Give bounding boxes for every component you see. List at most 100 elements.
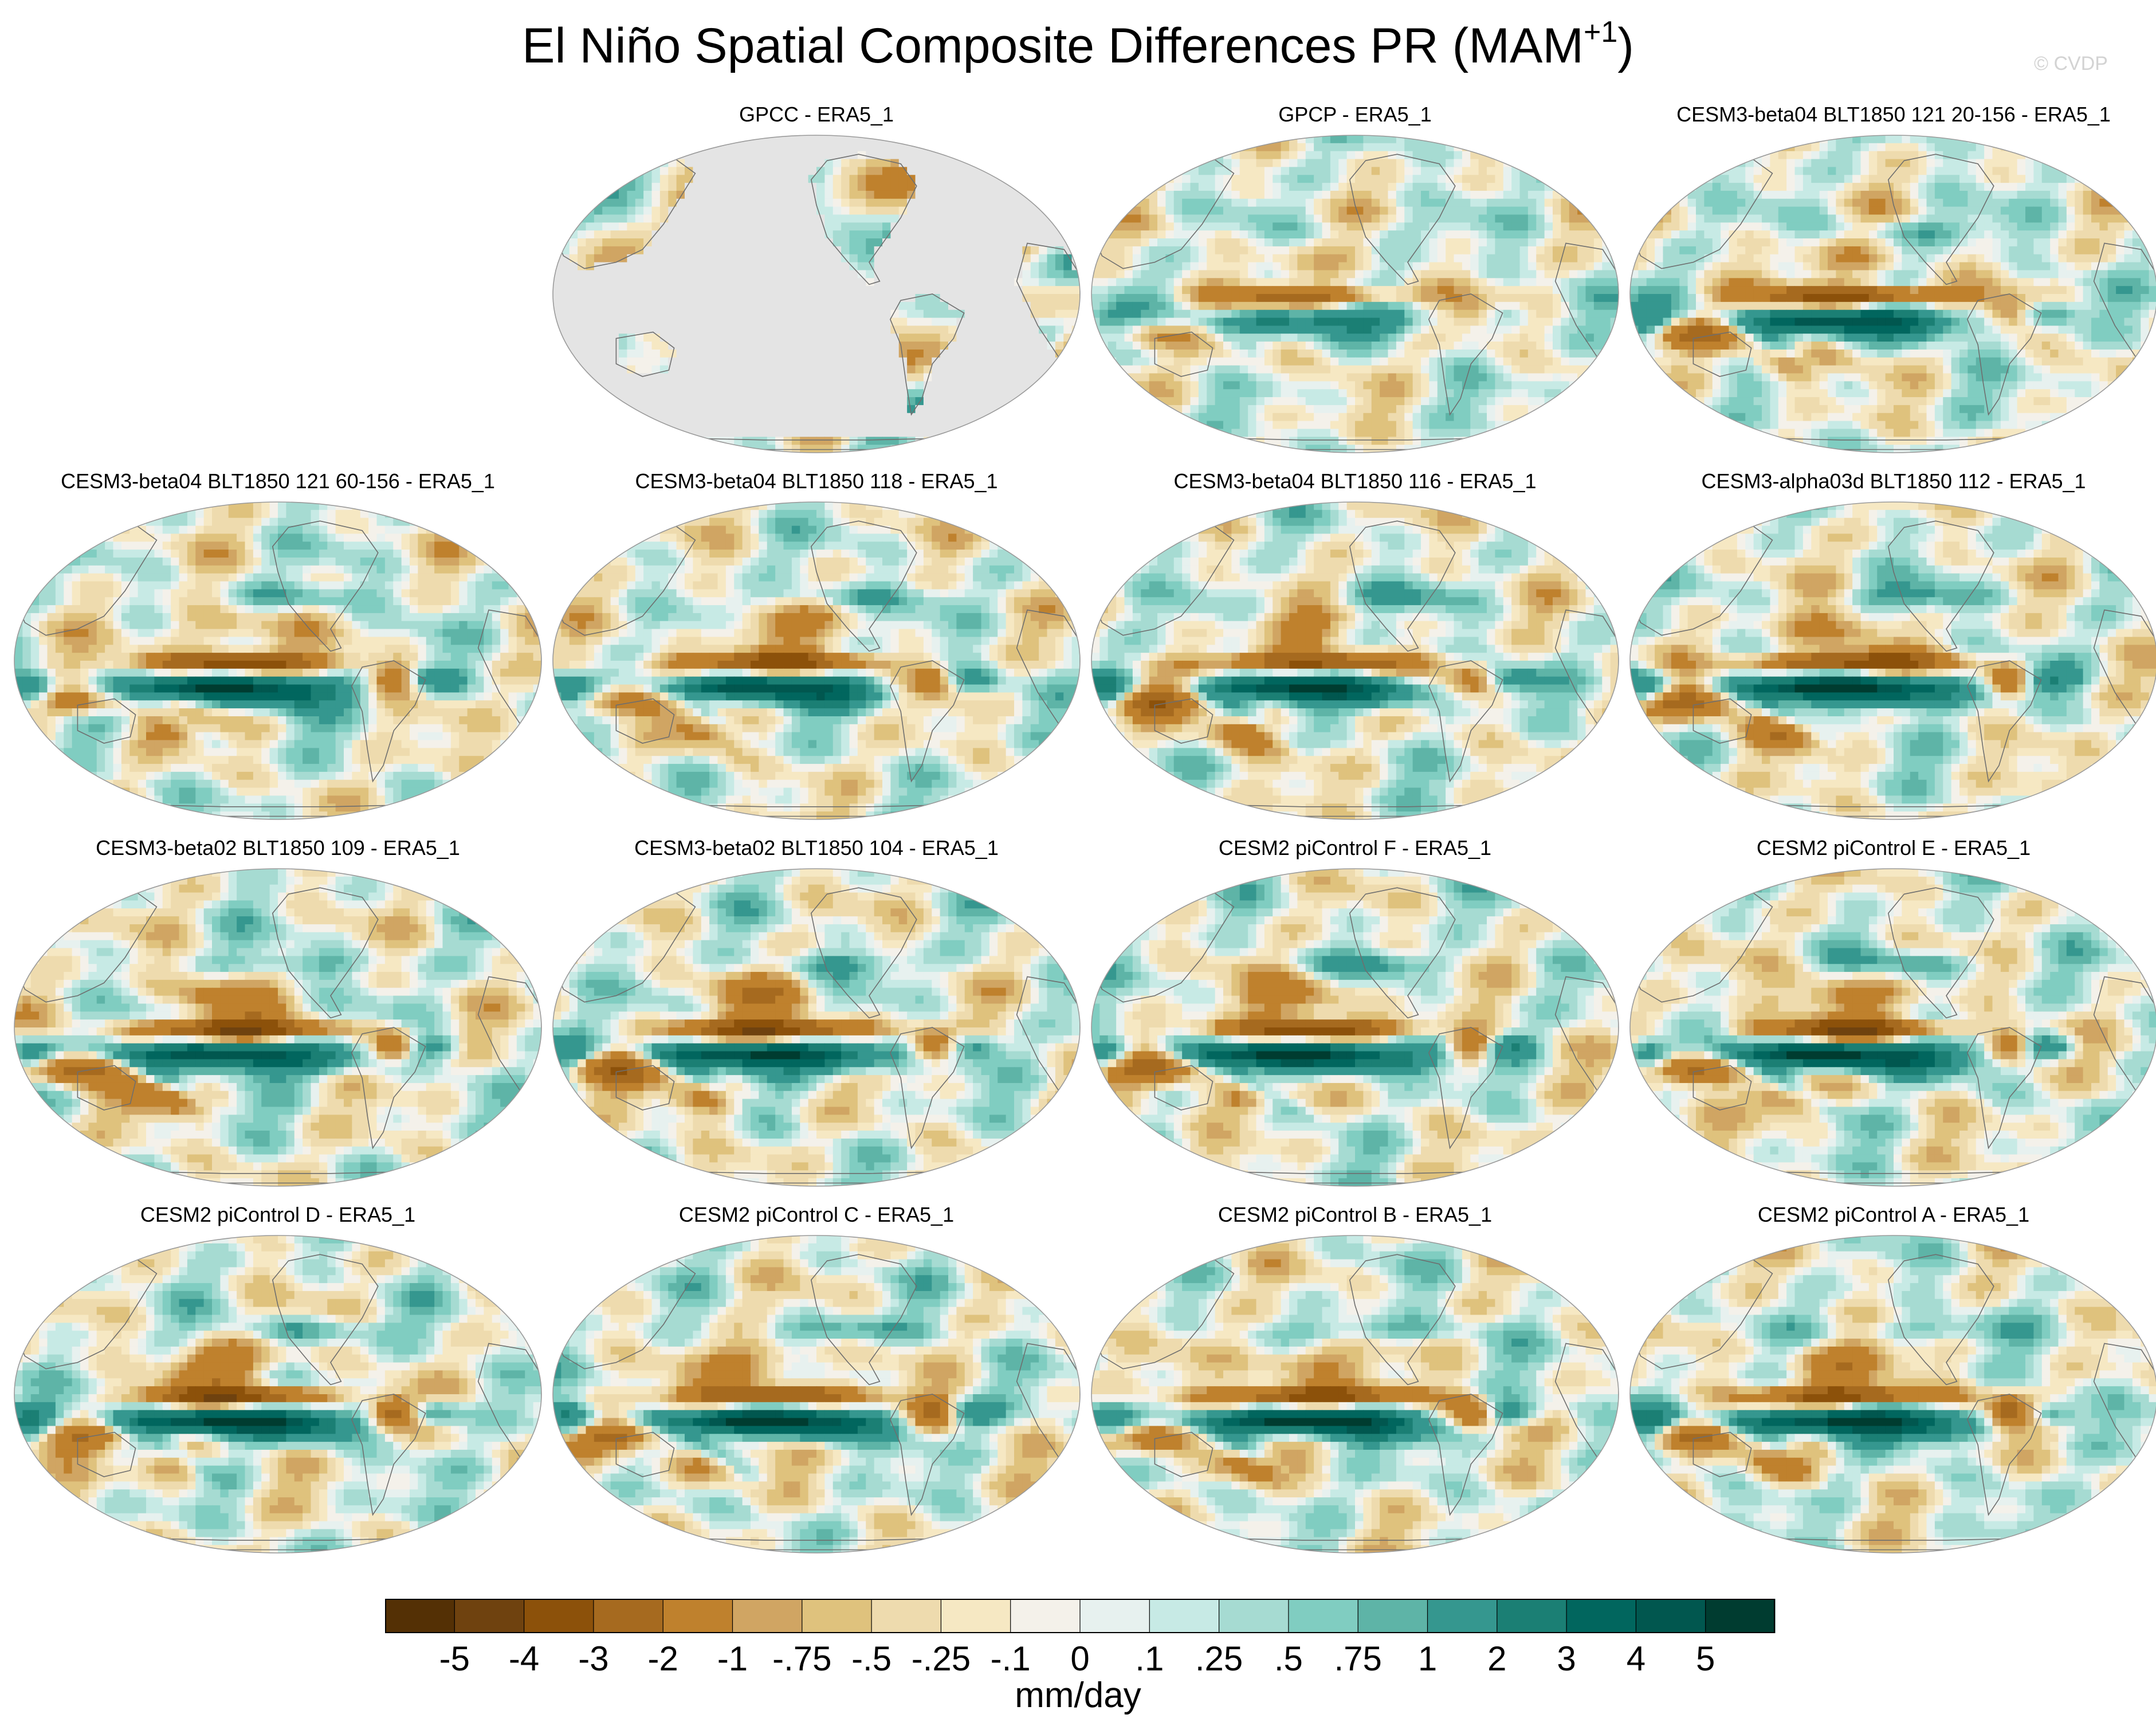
colorbar-tick-label: -.5: [851, 1639, 892, 1679]
map-panel: CESM2 piControl A - ERA5_1: [1624, 1202, 2156, 1558]
precip-difference-map: [552, 868, 1081, 1187]
precip-difference-map: [1091, 868, 1619, 1187]
figure-title: El Niño Spatial Composite Differences PR…: [0, 11, 2156, 80]
colorbar-tick-label: 5: [1696, 1639, 1715, 1679]
map-panel: CESM3-beta04 BLT1850 121 20-156 - ERA5_1: [1624, 102, 2156, 457]
precip-difference-map: [1091, 135, 1619, 453]
map-panel: CESM3-beta02 BLT1850 104 - ERA5_1: [547, 835, 1086, 1191]
panel-title: CESM3-beta02 BLT1850 104 - ERA5_1: [547, 835, 1086, 861]
colorbar: [385, 1599, 1776, 1633]
colorbar-tick-label: -3: [578, 1639, 608, 1679]
precip-difference-map: [14, 1235, 542, 1554]
colorbar-tick-label: -5: [439, 1639, 470, 1679]
colorbar-tick-label: -2: [648, 1639, 678, 1679]
colorbar-tick-label: 3: [1557, 1639, 1576, 1679]
field-cells: [14, 869, 541, 1186]
colorbar-tick-label: -4: [509, 1639, 539, 1679]
field-cells: [14, 1235, 541, 1553]
map-border: [1629, 501, 2156, 820]
panel-title: CESM3-beta04 BLT1850 121 60-156 - ERA5_1: [9, 469, 547, 494]
precip-difference-map: [1629, 135, 2156, 453]
colorbar-tick-label: 2: [1487, 1639, 1506, 1679]
map-border: [1629, 135, 2156, 453]
field-cells: [1630, 869, 2156, 1186]
colorbar-swatch: [663, 1599, 733, 1633]
colorbar-tick-label: -.25: [912, 1639, 971, 1679]
panel-title: CESM3-beta02 BLT1850 109 - ERA5_1: [9, 835, 547, 861]
colorbar-tick-label: .75: [1334, 1639, 1381, 1679]
colorbar-swatch: [1705, 1599, 1776, 1633]
field-cells: [1091, 869, 1619, 1186]
precip-difference-map: [1629, 1235, 2156, 1554]
colorbar-tick-label: 1: [1418, 1639, 1437, 1679]
map-panel: GPCP - ERA5_1: [1086, 102, 1624, 457]
panel-title: CESM2 piControl A - ERA5_1: [1624, 1202, 2156, 1227]
colorbar-swatch: [1010, 1599, 1081, 1633]
panel-title: CESM3-beta04 BLT1850 116 - ERA5_1: [1086, 469, 1624, 494]
map-border: [552, 868, 1081, 1187]
map-border: [552, 135, 1081, 453]
colorbar-tick-label: 0: [1070, 1639, 1089, 1679]
field-cells: [553, 869, 1080, 1186]
colorbar-tick-label: .5: [1274, 1639, 1303, 1679]
panel-title: CESM2 piControl E - ERA5_1: [1624, 835, 2156, 861]
precip-difference-map: [14, 868, 542, 1187]
map-panel: CESM3-beta02 BLT1850 109 - ERA5_1: [9, 835, 547, 1191]
field-cells: [553, 1235, 1080, 1553]
colorbar-tick-label: .1: [1135, 1639, 1164, 1679]
map-border: [14, 1235, 542, 1554]
field-cells: [14, 502, 541, 819]
field-cells: [1630, 502, 2156, 819]
colorbar-swatch: [385, 1599, 455, 1633]
field-cells: [1091, 1235, 1619, 1553]
precip-difference-map: [1629, 868, 2156, 1187]
field-cells: [1630, 135, 2156, 453]
colorbar-swatch: [1497, 1599, 1567, 1633]
colorbar-units-label: mm/day: [0, 1674, 2156, 1717]
field-cells: [1091, 135, 1619, 453]
panel-title: CESM2 piControl B - ERA5_1: [1086, 1202, 1624, 1227]
map-panel: GPCC - ERA5_1: [547, 102, 1086, 457]
colorbar-tick-label: 4: [1627, 1639, 1646, 1679]
map-panel: CESM3-alpha03d BLT1850 112 - ERA5_1: [1624, 469, 2156, 824]
field-cells: [553, 135, 1080, 453]
map-border: [14, 501, 542, 820]
precip-difference-map: [1091, 501, 1619, 820]
colorbar-swatch: [1149, 1599, 1220, 1633]
colorbar-tick-label: -.1: [991, 1639, 1031, 1679]
precip-difference-map: [1091, 1235, 1619, 1554]
map-panel: CESM3-beta04 BLT1850 118 - ERA5_1: [547, 469, 1086, 824]
map-panel: CESM3-beta04 BLT1850 121 60-156 - ERA5_1: [9, 469, 547, 824]
panel-title: CESM3-alpha03d BLT1850 112 - ERA5_1: [1624, 469, 2156, 494]
precip-difference-map: [552, 1235, 1081, 1554]
colorbar-swatch: [802, 1599, 872, 1633]
colorbar-swatch: [1636, 1599, 1706, 1633]
map-border: [1091, 1235, 1619, 1554]
map-border: [14, 868, 542, 1187]
colorbar-swatch: [941, 1599, 1011, 1633]
panel-title: CESM2 piControl D - ERA5_1: [9, 1202, 547, 1227]
colorbar-swatch: [1219, 1599, 1289, 1633]
colorbar-swatch: [1566, 1599, 1636, 1633]
colorbar-swatch: [454, 1599, 525, 1633]
map-border: [1629, 868, 2156, 1187]
field-cells: [1091, 502, 1619, 819]
map-border: [1091, 868, 1619, 1187]
colorbar-swatch: [1427, 1599, 1498, 1633]
map-border: [1091, 501, 1619, 820]
precip-difference-map: [1629, 501, 2156, 820]
colorbar-tick-label: .25: [1195, 1639, 1243, 1679]
map-panel: CESM2 piControl B - ERA5_1: [1086, 1202, 1624, 1558]
cvdp-watermark: © CVDP: [2034, 53, 2108, 75]
panel-title: CESM3-beta04 BLT1850 118 - ERA5_1: [547, 469, 1086, 494]
colorbar-tick-label: -1: [717, 1639, 748, 1679]
map-panel: CESM2 piControl D - ERA5_1: [9, 1202, 547, 1558]
field-cells: [553, 502, 1080, 819]
field-cells: [1630, 1235, 2156, 1553]
map-panel: CESM2 piControl C - ERA5_1: [547, 1202, 1086, 1558]
panel-title: CESM2 piControl C - ERA5_1: [547, 1202, 1086, 1227]
colorbar-swatch: [524, 1599, 594, 1633]
colorbar-swatch: [593, 1599, 663, 1633]
map-panel: CESM2 piControl E - ERA5_1: [1624, 835, 2156, 1191]
panel-title: GPCC - ERA5_1: [547, 102, 1086, 127]
